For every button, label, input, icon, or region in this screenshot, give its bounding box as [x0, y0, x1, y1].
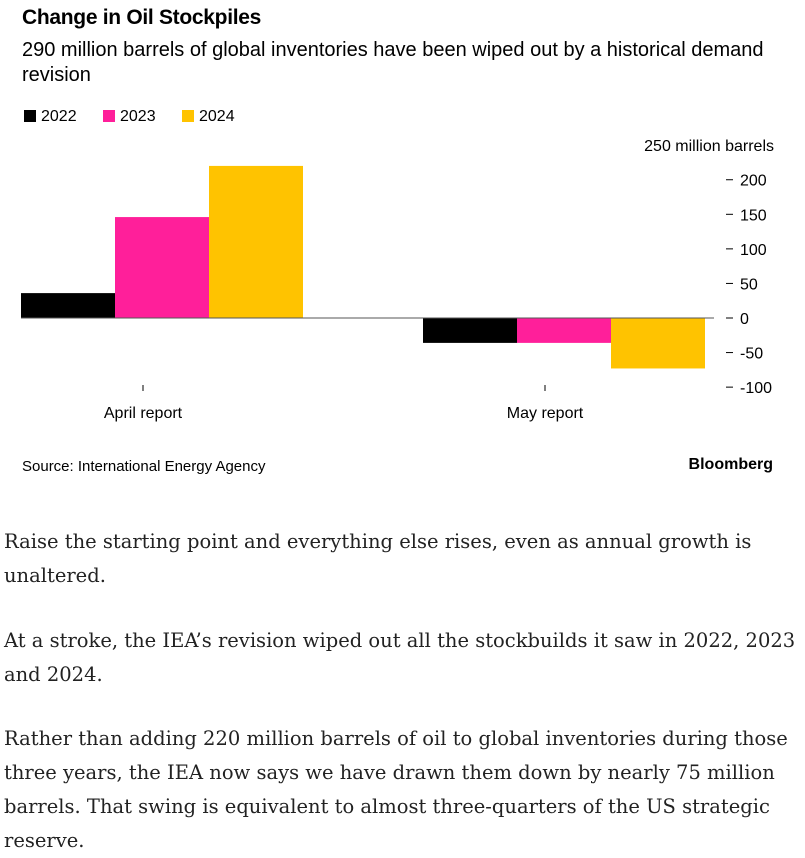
y-tick-label: -50 — [740, 346, 763, 363]
legend: 2022 2023 2024 — [24, 108, 235, 125]
bar-chart: 2022 2023 2024 250 million barrels 200 150 1… — [21, 108, 774, 422]
x-axis: April report May report — [104, 385, 584, 422]
x-tick-label: May report — [507, 405, 584, 422]
bar-2024-april-report — [209, 165, 303, 318]
x-tick-label: April report — [104, 405, 183, 422]
source-note: Source: International Energy Agency — [22, 458, 266, 475]
article-paragraph-1: Raise the starting point and everything … — [4, 530, 752, 587]
legend-label-2024: 2024 — [199, 108, 235, 125]
article-paragraph-2: At a stroke, the IEA’s revision wiped ou… — [4, 629, 796, 686]
chart-title: Change in Oil Stockpiles — [22, 6, 262, 29]
y-tick-label: 200 — [740, 173, 767, 190]
legend-swatch-2022 — [24, 110, 36, 122]
y-tick-label: 0 — [740, 311, 749, 328]
article-paragraph-3: Rather than adding 220 million barrels o… — [4, 727, 788, 852]
bar-2022-may-report — [423, 318, 517, 343]
y-tick-label: -100 — [740, 380, 772, 397]
bar-2023-april-report — [115, 217, 209, 318]
y-tick-label: 150 — [740, 207, 767, 224]
bars — [21, 165, 705, 369]
bar-2022-april-report — [21, 293, 115, 318]
legend-swatch-2024 — [182, 110, 194, 122]
legend-label-2022: 2022 — [41, 108, 77, 125]
bloomberg-logo: Bloomberg — [688, 456, 773, 473]
y-tick-label: 100 — [740, 242, 767, 259]
legend-label-2023: 2023 — [120, 108, 156, 125]
y-axis: 200 150 100 50 0 -50 -100 — [726, 173, 772, 397]
bar-2023-may-report — [517, 318, 611, 343]
y-tick-label: 50 — [740, 276, 758, 293]
legend-swatch-2023 — [103, 110, 115, 122]
chart-subtitle: 290 million barrels of global inventorie… — [22, 39, 764, 86]
y-axis-unit-label: 250 million barrels — [644, 138, 774, 155]
bar-2024-may-report — [611, 318, 705, 369]
